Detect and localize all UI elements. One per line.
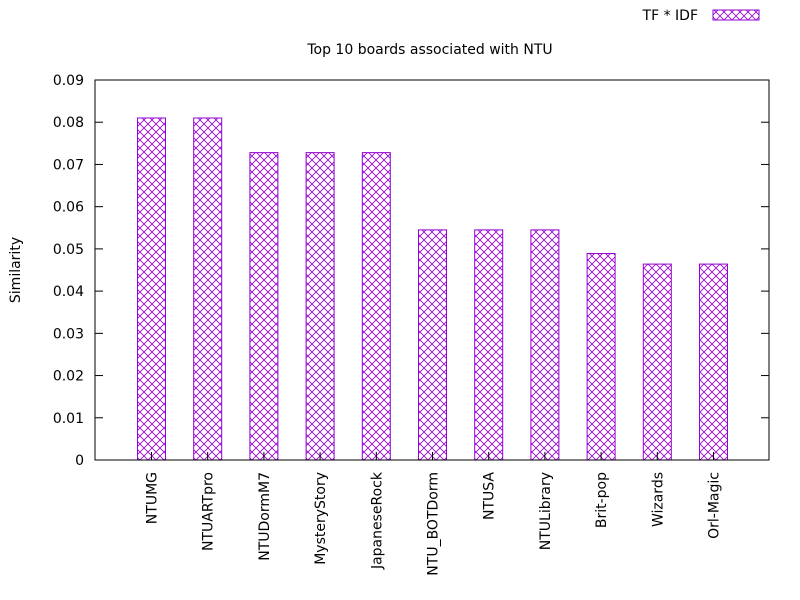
- y-tick-label-9: 0.09: [53, 73, 84, 89]
- bar-ntusa: [474, 229, 504, 461]
- legend: TF * IDF: [642, 8, 760, 24]
- y-tick-label-0: 0: [75, 453, 84, 469]
- y-tick-label-2: 0.02: [53, 369, 84, 385]
- x-tick-label-1: NTUARTpro: [201, 472, 217, 551]
- plot-frame: [94, 79, 770, 461]
- y-tick-label-8: 0.08: [53, 115, 84, 131]
- legend-label: TF * IDF: [642, 8, 698, 24]
- x-tick-label-6: NTUSA: [482, 472, 498, 520]
- x-tick-label-9: Wizards: [650, 472, 666, 527]
- y-axis: 0 0.01 0.02 0.03 0.04 0.05 0.06 0.07 0.08 0.09: [53, 73, 769, 469]
- bar-ntumg: [137, 117, 166, 461]
- bar-japaneserock: [361, 152, 391, 461]
- bar-wizards: [642, 263, 672, 461]
- y-tick-label-4: 0.04: [53, 284, 84, 300]
- x-tick-label-8: Brit-pop: [594, 472, 610, 528]
- bars: [137, 117, 728, 461]
- chart-title: Top 10 boards associated with NTU: [306, 42, 552, 58]
- x-tick-label-10: Orl-Magic: [707, 472, 723, 539]
- y-tick-label-6: 0.06: [53, 200, 84, 216]
- bar-ntu-botdorm: [418, 229, 447, 461]
- bar-brit-pop: [586, 253, 616, 461]
- bar-ntulibrary: [530, 229, 560, 461]
- bar-ntuartpro: [193, 117, 223, 461]
- y-axis-label: Similarity: [8, 237, 24, 303]
- x-tick-label-3: MysteryStory: [313, 472, 329, 565]
- bar-mysterystory: [305, 152, 335, 461]
- y-tick-label-1: 0.01: [53, 411, 84, 427]
- x-axis: NTUMG NTUARTpro NTUDormM7 MysteryStory Japan…: [145, 452, 723, 576]
- y-tick-label-3: 0.03: [53, 326, 84, 342]
- x-tick-label-2: NTUDormM7: [257, 472, 273, 561]
- y-tick-label-7: 0.07: [53, 157, 84, 173]
- x-tick-label-0: NTUMG: [145, 472, 161, 524]
- bar-ntudormm7: [249, 152, 279, 461]
- y-tick-label-5: 0.05: [53, 242, 84, 258]
- legend-swatch: [712, 9, 760, 21]
- x-tick-label-4: JapaneseRock: [369, 471, 385, 570]
- x-tick-label-5: NTU_BOTDorm: [426, 472, 442, 576]
- bar-orl-magic: [699, 263, 728, 461]
- x-tick-label-7: NTULibrary: [538, 472, 554, 550]
